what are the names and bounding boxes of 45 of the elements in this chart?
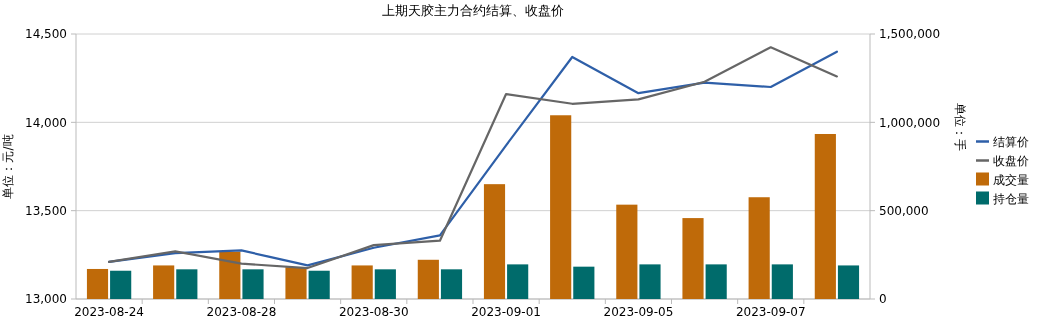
y2-tick-label: 500,000: [879, 203, 929, 218]
bar: [550, 115, 572, 299]
bar: [748, 197, 770, 299]
y-axis-title: 单位：元/吨: [1, 134, 15, 199]
bar: [440, 269, 463, 299]
y-tick-label: 14,000: [25, 115, 67, 130]
y-tick-label: 13,000: [25, 292, 67, 307]
bar: [639, 264, 661, 299]
bar: [153, 265, 175, 299]
y2-tick-label: 1,000,000: [879, 115, 941, 130]
bar: [219, 251, 241, 299]
y-tick-label: 13,500: [25, 203, 67, 218]
x-tick-label: 2023-09-05: [603, 305, 674, 319]
bar: [110, 270, 132, 299]
y-tick-label: 14,500: [25, 27, 67, 42]
y2-tick-label: 0: [879, 292, 887, 307]
legend-label: 成交量: [993, 172, 1029, 187]
bar: [417, 259, 439, 299]
bar: [616, 204, 638, 299]
bar: [374, 269, 396, 299]
y2-axis-title: 单位：手: [953, 102, 967, 151]
x-tick-label: 2023-09-07: [735, 305, 806, 319]
bar: [176, 269, 198, 299]
x-tick-label: 2023-09-01: [471, 305, 541, 319]
x-tick-label: 2023-08-28: [206, 305, 277, 319]
y2-tick-label: 1,500,000: [879, 27, 941, 42]
bar: [351, 265, 373, 299]
x-tick-label: 2023-08-24: [74, 305, 144, 319]
bar: [771, 264, 793, 299]
legend-label: 持仓量: [993, 191, 1029, 206]
legend-label: 收盘价: [993, 153, 1029, 168]
bar: [86, 268, 109, 299]
bar: [242, 269, 264, 299]
legend-label: 结算价: [993, 134, 1029, 149]
bar: [285, 267, 307, 299]
bar: [705, 264, 727, 299]
bar: [682, 218, 704, 299]
bar: [308, 270, 330, 299]
x-tick-label: 2023-08-30: [338, 305, 409, 319]
bar: [573, 266, 595, 299]
chart-title: 上期天胶主力合约结算、收盘价: [382, 3, 564, 18]
bar: [814, 133, 836, 299]
bar: [837, 265, 860, 299]
bar: [483, 184, 506, 299]
bar: [507, 264, 529, 299]
